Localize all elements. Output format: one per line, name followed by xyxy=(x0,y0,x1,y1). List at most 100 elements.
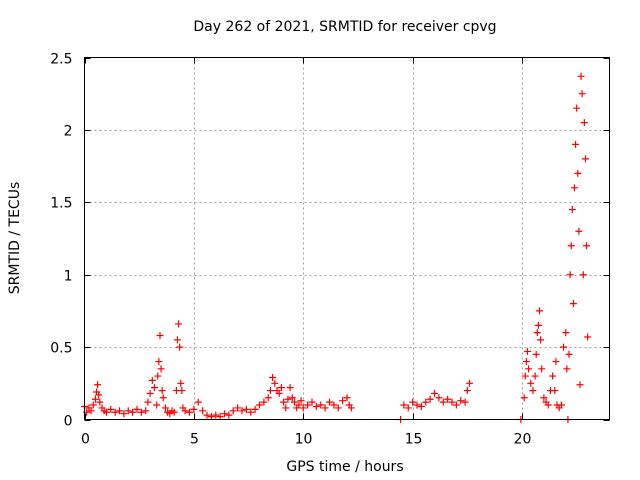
data-point xyxy=(161,404,169,412)
x-axis-label: GPS time / hours xyxy=(286,459,403,475)
data-point xyxy=(173,336,181,344)
data-point xyxy=(461,398,469,406)
data-point xyxy=(531,372,539,380)
data-point xyxy=(522,358,530,366)
data-point xyxy=(133,405,141,413)
data-point xyxy=(177,379,185,387)
data-point xyxy=(181,407,189,415)
data-point xyxy=(579,271,587,279)
data-point xyxy=(102,408,110,416)
data-point xyxy=(216,413,224,421)
y-tick-label: 0.5 xyxy=(50,341,72,357)
data-point xyxy=(339,397,347,405)
data-point xyxy=(154,372,162,380)
data-point xyxy=(566,271,574,279)
data-point xyxy=(409,398,417,406)
data-point xyxy=(308,398,316,406)
data-point xyxy=(521,372,529,380)
data-point xyxy=(151,384,158,392)
data-point xyxy=(96,398,104,406)
data-point xyxy=(569,300,577,308)
data-point xyxy=(87,407,95,415)
data-point xyxy=(297,397,305,405)
data-point xyxy=(144,398,152,406)
data-point xyxy=(578,90,586,98)
data-point xyxy=(234,404,242,412)
data-point xyxy=(190,405,198,413)
data-point xyxy=(426,395,434,403)
data-point xyxy=(581,155,589,163)
x-tick-label: 15 xyxy=(405,432,423,448)
data-point xyxy=(94,381,102,389)
data-point xyxy=(431,389,438,397)
data-point xyxy=(146,389,154,397)
data-point xyxy=(536,307,543,315)
data-point xyxy=(549,372,557,380)
data-point xyxy=(571,184,578,192)
data-point xyxy=(466,379,473,387)
data-point xyxy=(540,394,548,402)
data-point xyxy=(574,169,582,177)
data-point xyxy=(584,333,592,341)
x-tick-label: 0 xyxy=(81,432,90,448)
data-point xyxy=(178,387,186,395)
y-axis-label: SRMTID / TECUs xyxy=(7,182,23,295)
data-point xyxy=(157,365,165,373)
data-point xyxy=(242,405,250,413)
data-point xyxy=(560,343,568,351)
data-point xyxy=(275,389,283,397)
data-point xyxy=(562,329,570,337)
data-point xyxy=(457,397,465,405)
data-point xyxy=(439,398,447,406)
y-tick-label: 1 xyxy=(64,269,73,285)
data-point xyxy=(523,347,531,355)
data-point xyxy=(326,398,333,406)
y-tick-label: 2 xyxy=(64,124,73,140)
data-point xyxy=(400,401,408,409)
data-point xyxy=(312,402,320,410)
data-point xyxy=(286,384,294,392)
data-point xyxy=(334,404,342,412)
plot-frame xyxy=(84,57,610,420)
data-point xyxy=(148,376,156,384)
data-point xyxy=(238,407,246,415)
data-point xyxy=(221,410,228,418)
axis-ticks xyxy=(84,57,610,421)
data-point xyxy=(317,401,325,409)
data-point xyxy=(575,227,583,235)
data-point xyxy=(120,410,128,418)
data-point xyxy=(282,404,290,412)
data-point xyxy=(583,242,591,250)
data-point xyxy=(567,242,575,250)
data-point xyxy=(557,401,565,409)
data-points xyxy=(81,72,592,423)
data-point xyxy=(225,411,233,419)
data-point xyxy=(291,398,298,406)
data-point xyxy=(129,408,137,416)
data-point xyxy=(194,398,202,406)
data-point xyxy=(95,391,103,399)
data-point xyxy=(142,407,150,415)
data-point xyxy=(304,401,312,409)
data-point xyxy=(448,398,456,406)
data-point xyxy=(572,140,580,148)
data-point xyxy=(527,379,535,387)
data-point xyxy=(107,405,115,413)
data-point xyxy=(288,394,296,402)
data-point xyxy=(89,401,97,409)
data-point xyxy=(260,398,268,406)
data-point xyxy=(203,411,211,419)
data-point xyxy=(277,384,285,392)
data-point xyxy=(525,365,533,373)
data-point xyxy=(207,413,215,421)
data-point xyxy=(532,350,540,358)
data-point xyxy=(269,374,277,382)
data-point xyxy=(111,408,119,416)
data-point xyxy=(284,395,292,403)
data-point xyxy=(159,394,167,402)
data-point xyxy=(295,401,303,409)
data-point xyxy=(452,401,460,409)
data-point xyxy=(251,405,259,413)
data-point xyxy=(155,358,163,366)
